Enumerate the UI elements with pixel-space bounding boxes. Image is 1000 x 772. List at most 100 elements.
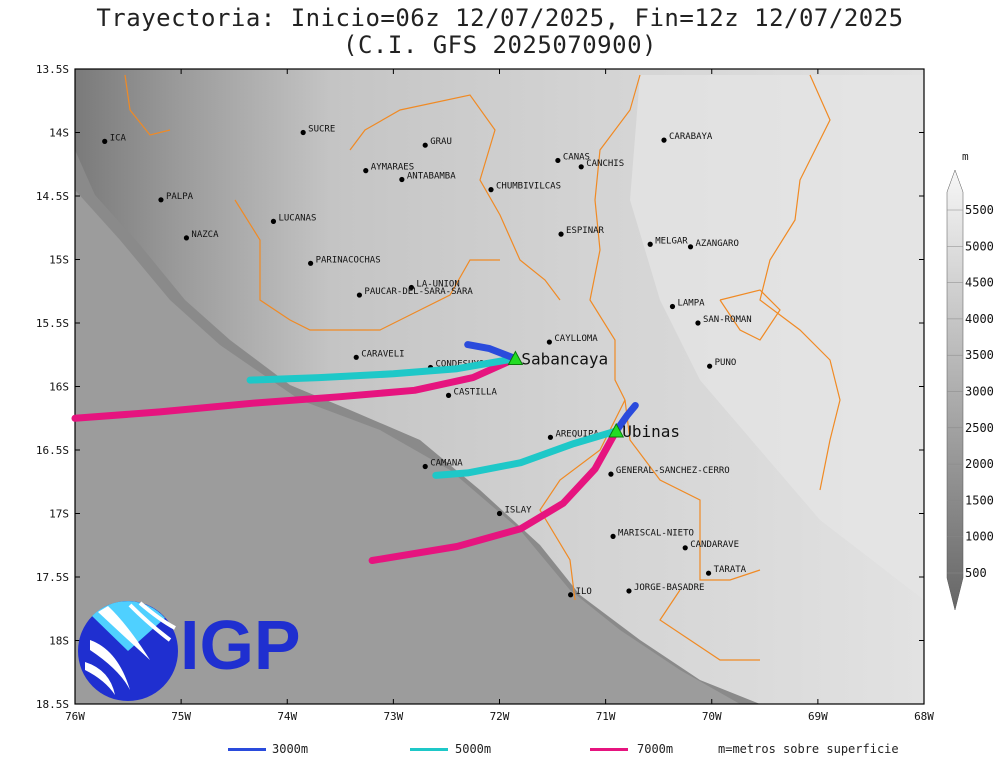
- place-label: CANCHIS: [586, 159, 624, 169]
- place-label: CAMANA: [430, 459, 463, 469]
- place-label: JORGE-BASADRE: [634, 583, 704, 593]
- place-label: AYMARAES: [371, 163, 414, 173]
- place-marker: [399, 176, 405, 183]
- logo-text: IGP: [180, 606, 301, 684]
- region-borders: [124, 74, 841, 661]
- place-label: ICA: [110, 133, 127, 143]
- place-marker: [610, 533, 616, 539]
- volcano-marker: [507, 350, 524, 366]
- trajectory-lines: [71, 341, 639, 564]
- place-label: CANAS: [563, 152, 590, 162]
- lat-tick-label: 17S: [49, 508, 69, 521]
- place-marker: [307, 260, 314, 266]
- place-marker: [626, 588, 632, 594]
- lon-tick-label: 72W: [490, 710, 510, 723]
- lon-tick-label: 73W: [383, 710, 403, 723]
- lat-tick-label: 15S: [49, 254, 69, 267]
- place-label: CARABAYA: [669, 132, 713, 142]
- place-label: PARINACOCHAS: [316, 255, 381, 265]
- place-label: GENERAL-SANCHEZ-CERRO: [616, 466, 730, 476]
- trajectory-sabancaya-7000m: [71, 355, 519, 422]
- place-label: GRAU: [430, 137, 452, 147]
- legend-3000-label: 3000m: [272, 742, 309, 756]
- lat-tick-label: 14S: [49, 127, 69, 140]
- place-marker: [353, 354, 359, 360]
- lat-tick-label: 16.5S: [36, 444, 69, 457]
- colorbar-label: 500: [965, 566, 987, 580]
- lon-tick-label: 71W: [596, 710, 616, 723]
- colorbar-label: 3500: [965, 348, 994, 362]
- colorbar-label: 2000: [965, 457, 994, 471]
- colorbar-labels: 5500 5000 4500 4000 3500 3000 2500 2000 1500 1000…: [947, 203, 994, 580]
- place-label: ILO: [576, 587, 592, 597]
- place-label: LA-UNION: [416, 279, 459, 289]
- lon-tick-label: 74W: [277, 710, 297, 723]
- place-marker: [558, 231, 564, 237]
- altiplano: [630, 75, 924, 600]
- place-label: SAN-ROMAN: [703, 315, 752, 325]
- lon-tick-label: 76W: [65, 710, 85, 723]
- place-marker: [422, 142, 428, 148]
- place-marker: [568, 592, 574, 598]
- place-label: CARAVELI: [361, 349, 404, 359]
- place-label: PAUCAR-DEL-SARA-SARA: [364, 287, 473, 297]
- place-marker: [422, 463, 428, 470]
- lat-tick-label: 13.5S: [36, 63, 69, 76]
- place-marker: [608, 471, 614, 477]
- place-label: CAYLLOMA: [554, 334, 598, 344]
- place-label: CHUMBIVILCAS: [496, 182, 561, 192]
- colorbar-label: 4500: [965, 276, 994, 290]
- place-marker: [363, 168, 369, 174]
- place-marker: [555, 157, 561, 164]
- lon-tick-label: 69W: [808, 710, 828, 723]
- lat-tick-label: 18S: [49, 635, 69, 648]
- place-marker: [695, 320, 701, 326]
- lon-tick-label: 70W: [702, 710, 722, 723]
- igp-logo: [78, 601, 178, 701]
- colorbar-label: 3000: [965, 385, 994, 399]
- place-marker: [647, 241, 653, 247]
- volcano-markers: Sabancaya Ubinas: [507, 350, 680, 441]
- lon-tick-label: 75W: [171, 710, 191, 723]
- trajectory-ubinas-7000m: [368, 427, 620, 564]
- place-marker: [445, 392, 452, 398]
- place-marker: [408, 284, 415, 291]
- colorbar-label: 4000: [965, 312, 994, 326]
- place-label: PUNO: [715, 358, 737, 368]
- volcano-marker: [608, 422, 625, 438]
- map-subtitle: (C.I. GFS 2025070900): [343, 31, 657, 59]
- place-label: CANDARAVE: [690, 540, 739, 550]
- place-marker: [300, 129, 306, 136]
- lat-tick-label: 15.5S: [36, 317, 69, 330]
- colorbar-label: 1000: [965, 530, 994, 544]
- place-label: ESPINAR: [566, 226, 605, 236]
- place-label: PALPA: [166, 192, 194, 202]
- trajectory-ubinas-3000m: [612, 402, 639, 435]
- colorbar-label: 5000: [965, 239, 994, 253]
- volcano-label: Sabancaya: [521, 350, 608, 369]
- place-marker: [546, 339, 552, 345]
- lon-tick-label: 68W: [914, 710, 934, 723]
- place-marker: [102, 138, 108, 144]
- colorbar-label: 2500: [965, 421, 994, 435]
- place-marker: [547, 434, 554, 440]
- legend-note: m=metros sobre superficie: [718, 742, 899, 756]
- axis-ticks: 76W 75W 74W 73W 72W 71W 70W 69W 68W 13.5S 14S 14.5S…: [36, 63, 934, 723]
- place-marker: [661, 137, 667, 143]
- legend-7000-label: 7000m: [637, 742, 674, 756]
- place-label: ANTABAMBA: [407, 171, 456, 181]
- place-marker: [669, 303, 676, 310]
- place-label: MELGAR: [655, 236, 688, 246]
- legend-5000-label: 5000m: [455, 742, 492, 756]
- place-marker: [687, 244, 694, 250]
- trajectory-ubinas-5000m: [432, 427, 620, 479]
- place-marker: [496, 510, 503, 517]
- place-marker: [488, 187, 494, 193]
- lat-tick-label: 16S: [49, 381, 69, 394]
- trajectory-sabancaya-3000m: [464, 341, 519, 363]
- place-label: ISLAY: [505, 506, 533, 516]
- legend-5000-swatch: [410, 748, 448, 751]
- legend-7000-swatch: [590, 748, 628, 751]
- place-label: SUCRE: [308, 125, 335, 135]
